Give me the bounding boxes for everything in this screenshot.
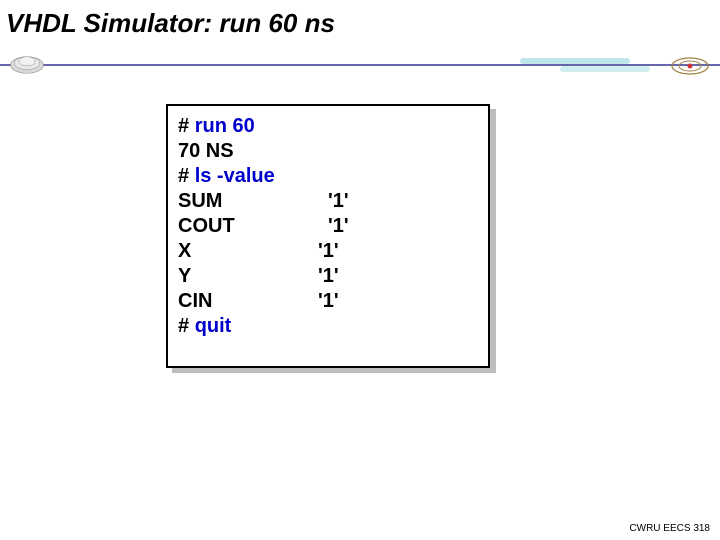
divider-line [0, 64, 720, 66]
signal-row: X'1' [178, 239, 478, 264]
slide-title: VHDL Simulator: run 60 ns [6, 8, 335, 39]
signal-name: SUM [178, 189, 318, 214]
command-text: quit [195, 315, 232, 337]
terminal-line: 70 NS [178, 139, 478, 164]
signal-row: COUT '1' [178, 214, 478, 239]
signal-row: CIN'1' [178, 289, 478, 314]
signal-name: X [178, 239, 318, 264]
signal-row: Y'1' [178, 264, 478, 289]
terminal-panel: # run 6070 NS# ls -valueSUM'1'COUT'1'X'1… [166, 104, 490, 368]
signal-name: CIN [178, 289, 318, 314]
prompt-hash: # [178, 165, 195, 187]
signal-value: '1' [318, 264, 339, 289]
terminal-body: # run 6070 NS# ls -valueSUM'1'COUT'1'X'1… [178, 114, 478, 339]
prompt-hash: # [178, 115, 195, 137]
command-text: ls -value [195, 165, 275, 187]
signal-value: '1' [318, 239, 339, 264]
terminal-line: # quit [178, 314, 478, 339]
command-text: run 60 [195, 115, 255, 137]
terminal-line: # run 60 [178, 114, 478, 139]
prompt-hash: # [178, 315, 195, 337]
decorative-streak [560, 66, 650, 72]
signal-name: Y [178, 264, 318, 289]
divider [0, 54, 720, 82]
ornament-left-icon [8, 54, 46, 76]
output-text: 70 NS [178, 140, 234, 162]
signal-value: '1' [328, 189, 349, 214]
signal-value: '1' [318, 289, 339, 314]
terminal-line: # ls -value [178, 164, 478, 189]
signal-value: '1' [328, 214, 349, 239]
signal-row: SUM '1' [178, 189, 478, 214]
footer-text: CWRU EECS 318 [629, 523, 710, 534]
signal-name: COUT [178, 214, 318, 239]
ornament-right-icon [670, 56, 710, 76]
